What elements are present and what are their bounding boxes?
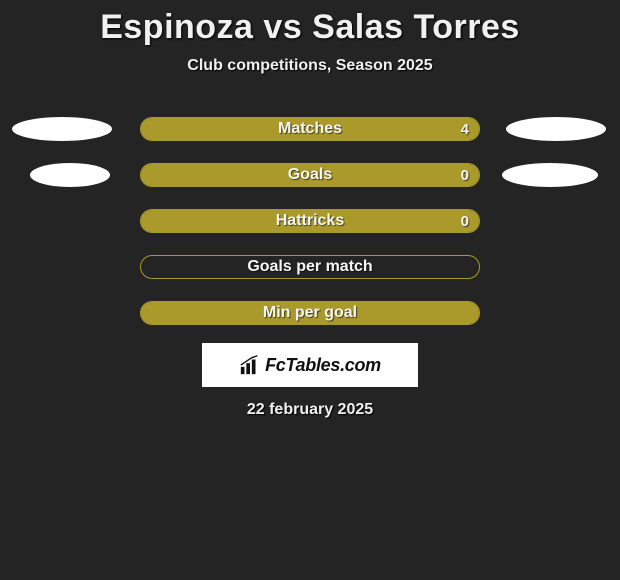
stat-bar: Min per goal [140,301,480,325]
right-marker-oval [506,117,606,141]
stat-row-matches: Matches 4 [0,117,620,141]
stat-row-goals: Goals 0 [0,163,620,187]
stat-value: 4 [461,121,469,138]
stat-bar: Hattricks 0 [140,209,480,233]
logo-text: FcTables.com [265,355,381,376]
left-marker-oval [12,117,112,141]
stat-bar: Goals per match [140,255,480,279]
stat-value: 0 [461,213,469,230]
stat-row-min-per-goal: Min per goal [0,301,620,325]
stat-label: Matches [278,120,342,138]
stat-label: Hattricks [276,212,344,230]
date-label: 22 february 2025 [0,401,620,419]
right-marker-oval [502,163,598,187]
stat-row-hattricks: Hattricks 0 [0,209,620,233]
comparison-card: Espinoza vs Salas Torres Club competitio… [0,0,620,419]
bar-chart-icon [239,354,261,376]
stat-bar: Goals 0 [140,163,480,187]
stat-value: 0 [461,167,469,184]
stats-list: Matches 4 Goals 0 Hattricks 0 [0,117,620,325]
source-logo: FcTables.com [202,343,418,387]
page-subtitle: Club competitions, Season 2025 [0,57,620,75]
stat-bar: Matches 4 [140,117,480,141]
page-title: Espinoza vs Salas Torres [0,8,620,47]
left-marker-oval [30,163,110,187]
stat-label: Goals per match [247,258,372,276]
stat-label: Goals [288,166,332,184]
stat-row-goals-per-match: Goals per match [0,255,620,279]
stat-label: Min per goal [263,304,357,322]
